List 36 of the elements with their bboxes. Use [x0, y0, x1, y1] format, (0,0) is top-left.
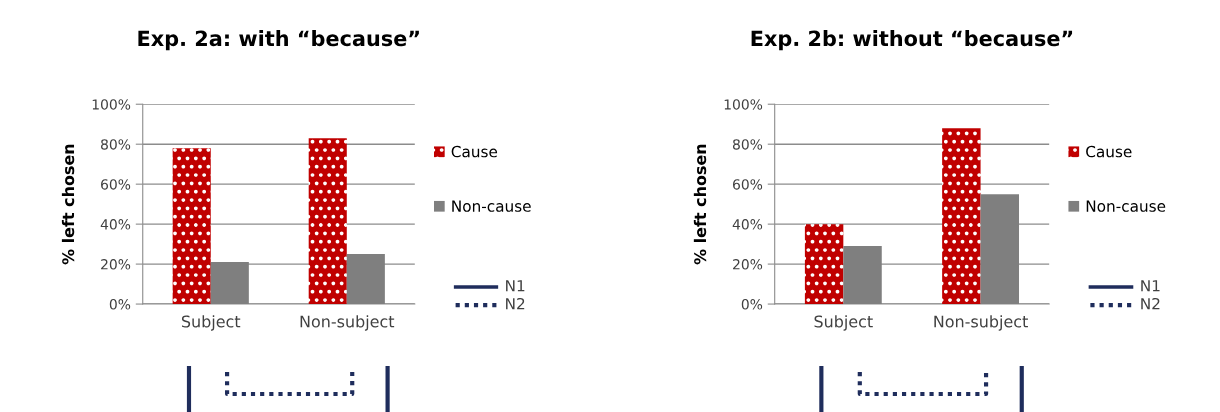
bar: [308, 138, 347, 305]
bar: [843, 246, 882, 305]
text: N2: [506, 297, 525, 310]
y-tick-label: 40%: [100, 219, 131, 230]
bar: [210, 262, 249, 305]
y-tick-label: 20%: [101, 259, 131, 270]
bar: [172, 148, 211, 305]
y-tick-label: 100%: [92, 99, 131, 110]
legend-label: Cause: [451, 145, 498, 158]
bar: [980, 194, 1019, 305]
legend-label: Non-cause: [1086, 200, 1166, 212]
y-axis-title: % left chosen: [61, 144, 75, 265]
y-tick-label: 80%: [101, 139, 131, 150]
y-tick-label: 60%: [732, 179, 763, 190]
y-tick-label: 100%: [724, 99, 763, 110]
x-tick-label: Non-subject: [934, 315, 1028, 331]
bar: [804, 224, 844, 305]
chart-title: Exp. 2b: without “because”: [751, 30, 1073, 51]
x-tick-label: Non-subject: [300, 315, 395, 331]
x-tick-label: Subject: [181, 315, 241, 331]
text: N1: [1141, 280, 1160, 292]
bar: [942, 128, 981, 305]
bar: [346, 254, 385, 305]
y-tick-label: 0%: [109, 299, 131, 310]
text: N2: [1141, 297, 1160, 310]
legend-label: Cause: [1086, 145, 1132, 158]
y-tick-label: 40%: [732, 219, 763, 230]
y-tick-label: 0%: [741, 299, 763, 310]
text: N1: [506, 280, 525, 292]
y-tick-label: 80%: [732, 139, 763, 150]
chart-title: Exp. 2a: with “because”: [138, 30, 419, 51]
y-axis-title: % left chosen: [693, 144, 707, 265]
y-tick-label: 20%: [733, 259, 763, 270]
legend-label: Non-cause: [452, 200, 531, 212]
y-tick-label: 60%: [101, 179, 131, 190]
x-tick-label: Subject: [814, 315, 873, 331]
